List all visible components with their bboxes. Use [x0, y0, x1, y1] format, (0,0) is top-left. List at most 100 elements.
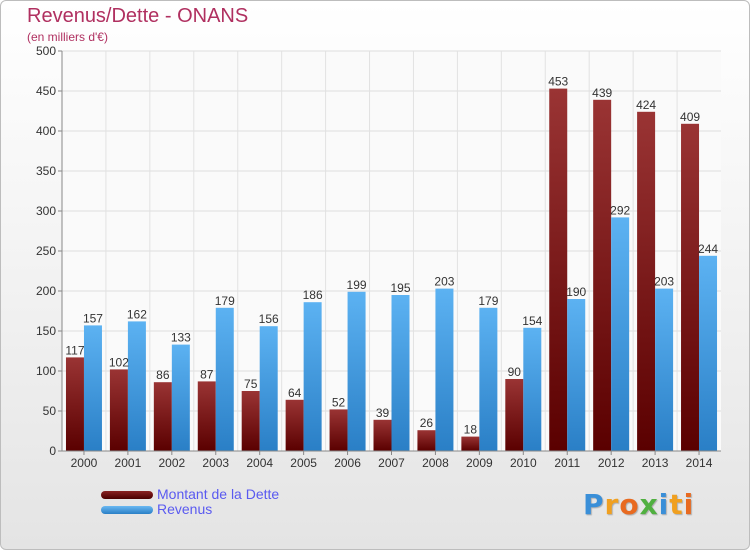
- data-label-dette: 102: [109, 355, 129, 369]
- bar-revenus: [347, 291, 366, 451]
- x-tick-label: 2014: [686, 456, 713, 470]
- logo-letter: i: [658, 488, 670, 521]
- bar-dette: [329, 409, 348, 451]
- chart-subtitle: (en milliers d'€): [27, 30, 108, 44]
- data-label-revenus: 157: [83, 311, 103, 325]
- logo-letter: t: [669, 488, 684, 521]
- x-tick-label: 2002: [158, 456, 185, 470]
- data-label-revenus: 195: [390, 281, 410, 295]
- chart-title: Revenus/Dette - ONANS: [27, 5, 249, 27]
- y-tick-label: 0: [49, 444, 56, 458]
- bar-revenus: [259, 326, 278, 451]
- data-label-dette: 453: [548, 75, 568, 89]
- data-label-revenus: 190: [566, 285, 586, 299]
- data-label-revenus: 186: [303, 288, 323, 302]
- data-label-revenus: 203: [434, 275, 454, 289]
- x-tick-label: 2008: [422, 456, 449, 470]
- legend-swatch-revenus: [101, 506, 153, 514]
- data-label-revenus: 162: [127, 307, 147, 321]
- bar-dette: [285, 399, 304, 451]
- legend-label-dette: Montant de la Dette: [157, 486, 280, 502]
- bar-dette: [65, 357, 84, 451]
- logo-letter: P: [583, 488, 605, 521]
- legend-label-revenus: Revenus: [157, 501, 213, 517]
- data-label-dette: 86: [156, 368, 170, 382]
- data-label-dette: 39: [376, 406, 390, 420]
- y-tick-label: 450: [36, 84, 56, 98]
- data-label-revenus: 244: [698, 242, 718, 256]
- data-label-dette: 52: [332, 395, 346, 409]
- data-label-revenus: 156: [259, 312, 279, 326]
- data-label-revenus: 133: [171, 331, 191, 345]
- bar-dette: [417, 430, 436, 451]
- logo-letter: i: [683, 488, 695, 521]
- data-label-dette: 87: [200, 367, 214, 381]
- data-label-revenus: 179: [478, 294, 498, 308]
- x-tick-label: 2006: [334, 456, 361, 470]
- logo-letter: x: [639, 488, 659, 521]
- bar-dette: [241, 391, 260, 451]
- bar-revenus: [523, 327, 542, 451]
- bar-dette: [197, 381, 216, 451]
- bar-dette: [373, 419, 392, 451]
- bar-dette: [549, 88, 568, 451]
- bar-revenus: [215, 307, 234, 451]
- x-tick-label: 2003: [202, 456, 229, 470]
- y-tick-label: 500: [36, 44, 56, 58]
- y-tick-label: 200: [36, 284, 56, 298]
- bar-revenus: [83, 325, 102, 451]
- y-tick-label: 100: [36, 364, 56, 378]
- data-label-revenus: 199: [347, 278, 367, 292]
- data-label-revenus: 203: [654, 275, 674, 289]
- logo-letter: o: [619, 488, 640, 521]
- data-label-dette: 117: [65, 343, 84, 357]
- data-label-dette: 90: [508, 365, 522, 379]
- bar-dette: [593, 99, 612, 452]
- bar-revenus: [655, 288, 674, 451]
- legend-swatch-dette: [101, 491, 153, 499]
- x-tick-label: 2012: [598, 456, 625, 470]
- bar-dette: [109, 369, 128, 451]
- data-label-dette: 18: [464, 423, 478, 437]
- y-tick-label: 300: [36, 204, 56, 218]
- x-tick-label: 2005: [290, 456, 317, 470]
- x-tick-label: 2010: [510, 456, 537, 470]
- data-label-dette: 409: [680, 110, 700, 124]
- logo-letter: r: [604, 488, 620, 521]
- bar-dette: [505, 379, 524, 451]
- bar-dette: [637, 111, 656, 452]
- bar-revenus: [567, 299, 586, 451]
- y-tick-label: 350: [36, 164, 56, 178]
- bar-revenus: [391, 295, 410, 451]
- x-tick-label: 2004: [246, 456, 273, 470]
- data-label-dette: 64: [288, 386, 302, 400]
- x-tick-label: 2009: [466, 456, 493, 470]
- data-label-dette: 424: [636, 98, 656, 112]
- bar-dette: [153, 382, 172, 451]
- data-label-dette: 26: [420, 416, 434, 430]
- bar-revenus: [699, 255, 718, 451]
- data-label-dette: 75: [244, 377, 258, 391]
- y-tick-label: 400: [36, 124, 56, 138]
- x-tick-label: 2000: [71, 456, 98, 470]
- x-tick-label: 2011: [554, 456, 580, 470]
- data-label-revenus: 292: [610, 203, 630, 217]
- bar-revenus: [435, 288, 454, 451]
- data-label-revenus: 154: [522, 314, 542, 328]
- x-tick-label: 2001: [115, 456, 142, 470]
- bar-revenus: [303, 302, 322, 451]
- data-label-dette: 439: [592, 86, 612, 100]
- x-tick-label: 2013: [642, 456, 669, 470]
- proxiti-logo: Proxiti: [583, 488, 694, 521]
- bar-dette: [461, 436, 480, 451]
- bar-dette: [681, 123, 700, 452]
- y-tick-label: 150: [36, 324, 56, 338]
- y-tick-label: 50: [43, 404, 57, 418]
- bar-revenus: [127, 321, 146, 451]
- data-label-revenus: 179: [215, 294, 235, 308]
- x-tick-label: 2007: [378, 456, 405, 470]
- bar-revenus: [171, 344, 190, 451]
- bar-revenus: [479, 307, 498, 451]
